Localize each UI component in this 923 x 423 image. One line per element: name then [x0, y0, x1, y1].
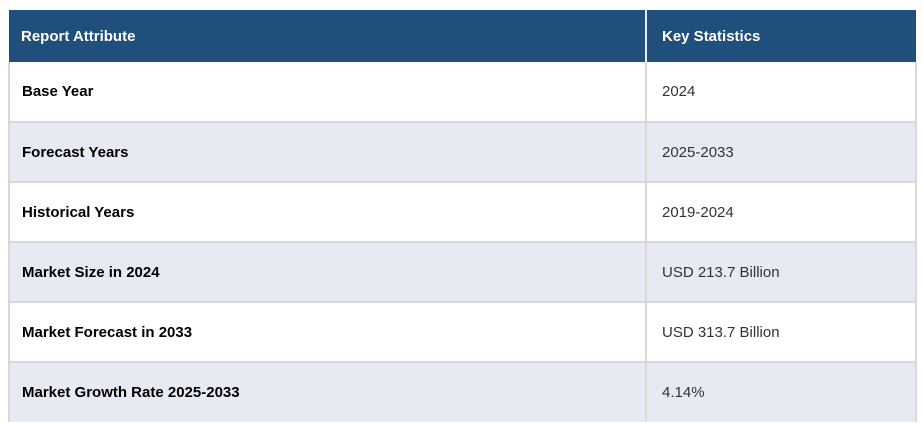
- table-row-base-year: Base Year 2024: [8, 62, 917, 122]
- attribute-label: Forecast Years: [8, 122, 646, 182]
- attribute-value: 2019-2024: [645, 182, 917, 242]
- attribute-value: 2024: [645, 62, 917, 122]
- table-row-market-size-2024: Market Size in 2024 USD 213.7 Billion: [8, 242, 917, 302]
- attribute-label: Historical Years: [8, 182, 646, 242]
- column-header-key-statistics: Key Statistics: [645, 10, 916, 62]
- table-header-row: Report Attribute Key Statistics: [9, 10, 916, 62]
- column-header-report-attribute: Report Attribute: [9, 10, 646, 62]
- table-row-market-forecast-2033: Market Forecast in 2033 USD 313.7 Billio…: [8, 302, 917, 362]
- attribute-value: 2025-2033: [645, 122, 917, 182]
- table-row-historical-years: Historical Years 2019-2024: [8, 182, 917, 242]
- attribute-label: Market Size in 2024: [8, 242, 646, 302]
- report-summary-table: Report Attribute Key Statistics Base Yea…: [8, 10, 917, 422]
- attribute-label: Market Growth Rate 2025-2033: [8, 362, 646, 422]
- attribute-value: USD 213.7 Billion: [645, 242, 917, 302]
- attribute-value: USD 313.7 Billion: [645, 302, 917, 362]
- attribute-value: 4.14%: [645, 362, 917, 422]
- attribute-label: Base Year: [8, 62, 646, 122]
- table-row-forecast-years: Forecast Years 2025-2033: [8, 122, 917, 182]
- attribute-label: Market Forecast in 2033: [8, 302, 646, 362]
- table-row-market-growth-rate: Market Growth Rate 2025-2033 4.14%: [8, 362, 917, 422]
